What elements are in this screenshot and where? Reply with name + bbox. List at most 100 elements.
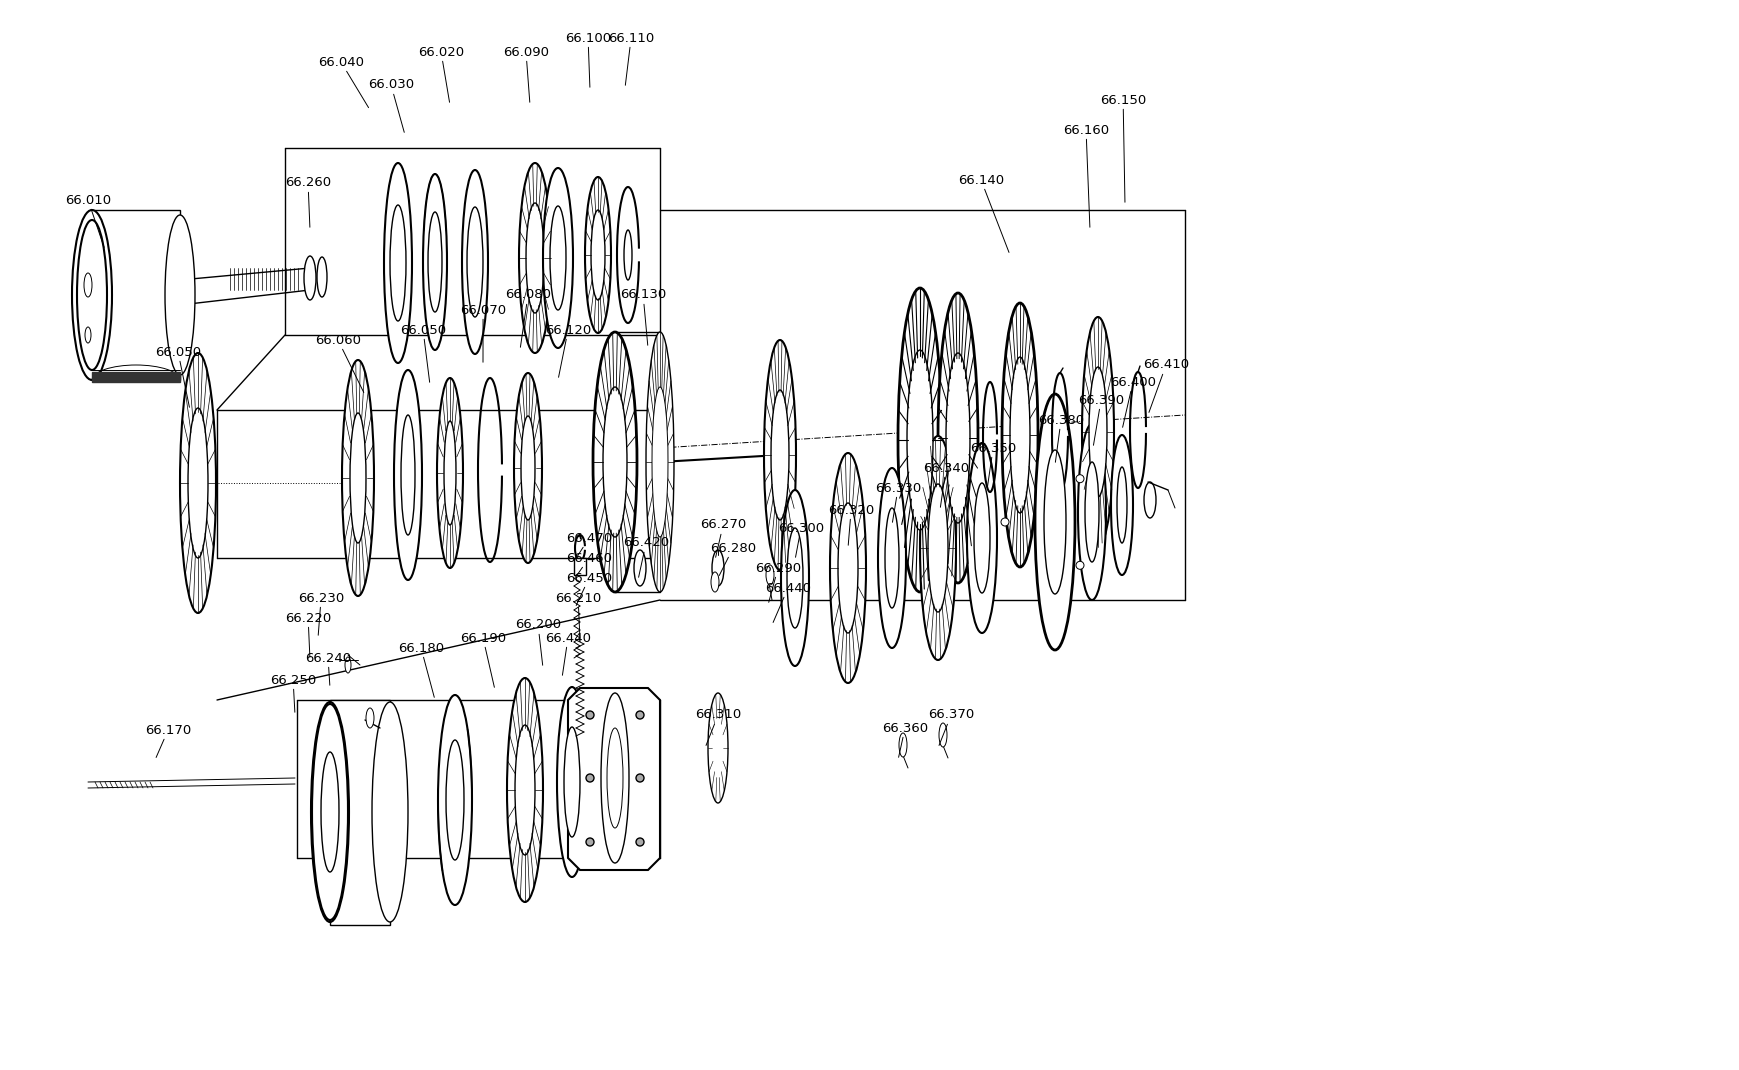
Ellipse shape xyxy=(343,360,374,596)
Ellipse shape xyxy=(445,740,464,860)
Ellipse shape xyxy=(636,838,643,846)
Ellipse shape xyxy=(316,257,327,297)
Ellipse shape xyxy=(830,453,866,683)
Ellipse shape xyxy=(311,704,348,920)
Text: 66.050: 66.050 xyxy=(155,346,202,408)
Ellipse shape xyxy=(584,177,610,333)
Ellipse shape xyxy=(600,693,628,863)
Text: 66.040: 66.040 xyxy=(318,56,369,108)
Ellipse shape xyxy=(372,702,407,922)
Ellipse shape xyxy=(1035,394,1075,649)
Ellipse shape xyxy=(188,408,209,557)
Polygon shape xyxy=(92,372,179,382)
Text: 66.280: 66.280 xyxy=(710,541,756,576)
Ellipse shape xyxy=(927,484,948,612)
Text: 66.380: 66.380 xyxy=(1038,413,1083,462)
Ellipse shape xyxy=(525,203,544,314)
Ellipse shape xyxy=(1116,467,1127,542)
Ellipse shape xyxy=(304,256,316,300)
Text: 66.420: 66.420 xyxy=(623,536,670,578)
Ellipse shape xyxy=(633,550,645,586)
Ellipse shape xyxy=(550,207,565,310)
Ellipse shape xyxy=(443,421,456,525)
Ellipse shape xyxy=(607,728,623,828)
Text: 66.360: 66.360 xyxy=(882,721,927,758)
Text: 66.450: 66.450 xyxy=(565,571,612,606)
Ellipse shape xyxy=(1000,518,1009,526)
Ellipse shape xyxy=(83,273,92,297)
Text: 66.240: 66.240 xyxy=(304,652,351,685)
Ellipse shape xyxy=(838,503,857,633)
Ellipse shape xyxy=(563,727,579,837)
Ellipse shape xyxy=(344,657,351,673)
Ellipse shape xyxy=(518,163,551,353)
Ellipse shape xyxy=(786,528,802,628)
Ellipse shape xyxy=(763,340,795,570)
Text: 66.400: 66.400 xyxy=(1109,376,1155,427)
Text: 66.320: 66.320 xyxy=(828,504,873,546)
Ellipse shape xyxy=(937,293,977,583)
Text: 66.410: 66.410 xyxy=(1143,358,1188,412)
Ellipse shape xyxy=(520,416,534,520)
Ellipse shape xyxy=(645,332,673,592)
Ellipse shape xyxy=(586,710,593,719)
Ellipse shape xyxy=(393,370,423,580)
Polygon shape xyxy=(330,700,390,924)
Ellipse shape xyxy=(438,696,471,905)
Ellipse shape xyxy=(1043,450,1066,594)
Ellipse shape xyxy=(320,750,339,874)
Ellipse shape xyxy=(603,387,626,537)
Ellipse shape xyxy=(77,220,106,370)
Text: 66.310: 66.310 xyxy=(694,708,741,746)
Text: 66.440: 66.440 xyxy=(765,581,810,623)
Ellipse shape xyxy=(1002,303,1038,567)
Ellipse shape xyxy=(624,230,631,280)
Polygon shape xyxy=(574,557,586,575)
Text: 66.170: 66.170 xyxy=(144,723,191,758)
Ellipse shape xyxy=(350,413,365,542)
Ellipse shape xyxy=(878,468,906,648)
Text: 66.130: 66.130 xyxy=(619,289,666,346)
Ellipse shape xyxy=(636,774,643,782)
Text: 66.060: 66.060 xyxy=(315,334,363,393)
Ellipse shape xyxy=(1143,482,1155,518)
Text: 66.230: 66.230 xyxy=(297,592,344,636)
Text: 66.140: 66.140 xyxy=(958,173,1009,253)
Ellipse shape xyxy=(1078,424,1106,600)
Text: 66.010: 66.010 xyxy=(64,194,111,247)
Ellipse shape xyxy=(85,327,90,343)
Text: 66.470: 66.470 xyxy=(565,532,612,557)
Ellipse shape xyxy=(428,212,442,312)
Text: 66.350: 66.350 xyxy=(969,442,1016,487)
Ellipse shape xyxy=(765,565,774,585)
Ellipse shape xyxy=(586,774,593,782)
Text: 66.200: 66.200 xyxy=(515,618,560,666)
Ellipse shape xyxy=(899,733,906,756)
Ellipse shape xyxy=(466,207,483,317)
Text: 66.370: 66.370 xyxy=(927,708,974,746)
Text: 66.220: 66.220 xyxy=(285,611,330,657)
Ellipse shape xyxy=(897,288,941,592)
Ellipse shape xyxy=(400,415,416,535)
Ellipse shape xyxy=(711,572,718,592)
Text: 66.340: 66.340 xyxy=(922,461,969,507)
Ellipse shape xyxy=(506,678,543,902)
Ellipse shape xyxy=(365,708,374,728)
Ellipse shape xyxy=(556,687,586,877)
Text: 66.180: 66.180 xyxy=(398,642,443,698)
Ellipse shape xyxy=(906,350,932,530)
Text: 66.090: 66.090 xyxy=(503,46,550,103)
Ellipse shape xyxy=(311,702,350,922)
Ellipse shape xyxy=(179,353,216,613)
Ellipse shape xyxy=(515,725,534,855)
Ellipse shape xyxy=(946,353,969,523)
Ellipse shape xyxy=(885,508,899,608)
Ellipse shape xyxy=(165,215,195,374)
Text: 66.270: 66.270 xyxy=(699,519,746,557)
Text: 66.330: 66.330 xyxy=(875,482,920,522)
Ellipse shape xyxy=(463,170,487,354)
Text: 66.120: 66.120 xyxy=(544,323,591,378)
Text: 66.250: 66.250 xyxy=(270,673,316,713)
Ellipse shape xyxy=(920,435,955,660)
Ellipse shape xyxy=(974,483,989,593)
